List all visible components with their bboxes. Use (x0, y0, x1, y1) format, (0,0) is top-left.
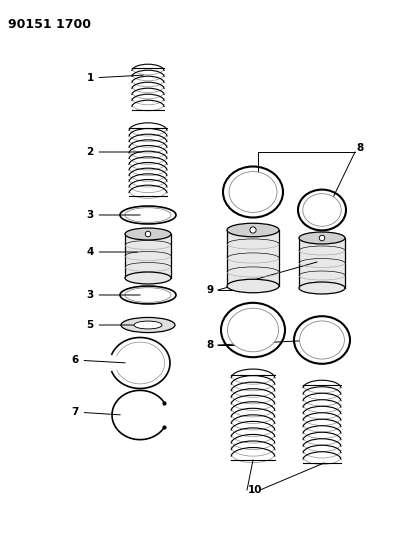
Circle shape (250, 227, 256, 233)
Text: 10: 10 (248, 485, 262, 495)
Ellipse shape (227, 279, 279, 293)
Ellipse shape (121, 318, 175, 333)
Ellipse shape (299, 321, 344, 359)
Circle shape (145, 231, 151, 237)
Text: 4: 4 (86, 247, 137, 257)
Ellipse shape (303, 193, 341, 227)
Bar (125, 234, 171, 278)
Ellipse shape (125, 228, 171, 240)
Bar (299, 238, 345, 288)
Text: 9: 9 (206, 285, 213, 295)
Text: 1: 1 (86, 73, 143, 83)
Ellipse shape (125, 272, 171, 284)
Text: 3: 3 (86, 210, 140, 220)
Text: 3: 3 (86, 290, 140, 300)
Circle shape (319, 235, 325, 241)
Text: 7: 7 (71, 407, 120, 417)
Ellipse shape (227, 223, 279, 237)
Ellipse shape (299, 232, 345, 244)
Ellipse shape (134, 321, 162, 329)
Ellipse shape (229, 172, 277, 212)
Text: 5: 5 (86, 320, 140, 330)
Text: 8: 8 (206, 340, 214, 350)
Text: 8: 8 (356, 143, 364, 153)
Ellipse shape (228, 308, 279, 352)
Text: 2: 2 (86, 147, 140, 157)
Ellipse shape (299, 282, 345, 294)
Text: 90151 1700: 90151 1700 (8, 18, 91, 31)
Text: 6: 6 (72, 355, 125, 365)
Bar (227, 230, 279, 286)
